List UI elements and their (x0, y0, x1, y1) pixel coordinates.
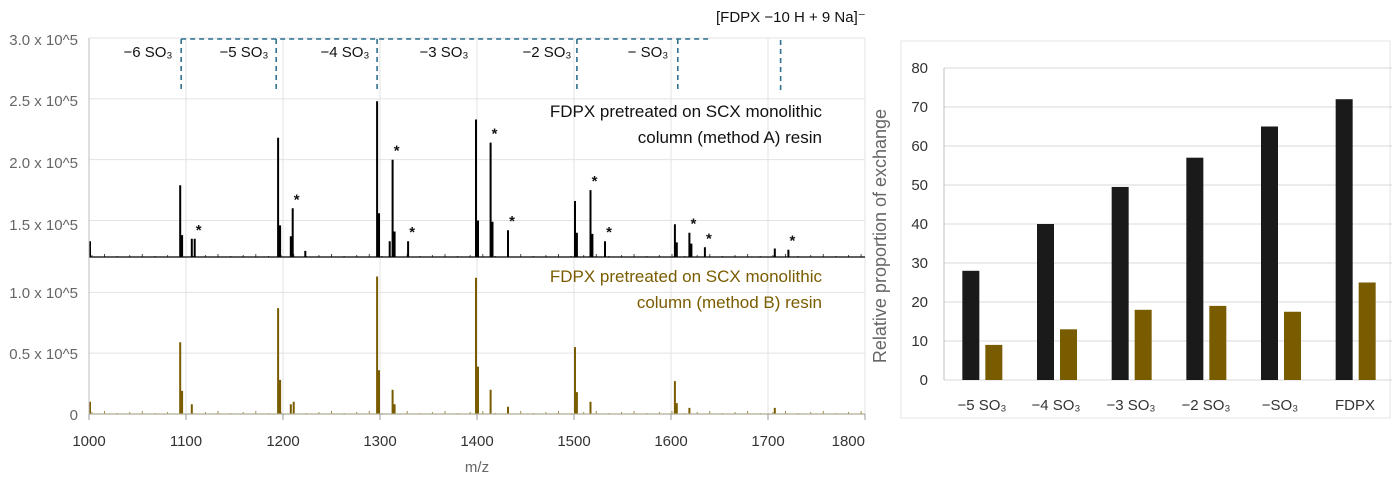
series-b-label-line2: column (method B) resin (637, 293, 822, 312)
y-tick-0-5e5: 0.5 x 10^5 (9, 346, 78, 363)
bar-chart-frame (900, 40, 1391, 419)
bar-chart-gridlines (943, 67, 1392, 381)
x-tick-1000: 1000 (72, 433, 105, 450)
bracket-label-so3: − SO₃ (628, 44, 669, 61)
bar-x-tick-fdpx: FDPX (1335, 397, 1375, 414)
bar-x-tick-3so3: −3 SO₃ (1106, 397, 1155, 414)
bar-dark-4 (1261, 126, 1278, 380)
x-tick-1400: 1400 (460, 433, 493, 450)
bracket-label-4so3: −4 SO₃ (320, 44, 369, 61)
bar-y-tick-60: 60 (911, 138, 928, 155)
x-axis-label: m/z (465, 459, 489, 476)
peak-star: * (606, 224, 612, 241)
peak-star: * (492, 126, 498, 143)
bar-y-axis-label: Relative proportion of exchange (870, 109, 890, 363)
y-tick-1-5e5: 1.5 x 10^5 (9, 217, 78, 234)
so3-loss-brackets (180, 38, 782, 92)
spectrum-trace-b-peaks (89, 276, 776, 414)
bar-dark-1 (1037, 224, 1054, 380)
bar-gold-0 (985, 344, 1003, 380)
bar-gold-2 (1134, 309, 1152, 380)
bar-y-tick-70: 70 (911, 99, 928, 116)
bar-y-tick-20: 20 (911, 294, 928, 311)
bar-dark-5 (1335, 99, 1353, 380)
bar-y-tick-80: 80 (911, 60, 928, 77)
bar-gold-4 (1284, 311, 1301, 380)
peak-star: * (196, 222, 202, 239)
peak-star: * (394, 143, 400, 160)
spectrum-axes (88, 38, 866, 420)
x-tick-1300: 1300 (363, 433, 396, 450)
bar-y-tick-40: 40 (911, 216, 928, 233)
peak-star: * (789, 233, 795, 250)
peak-star-markers: * * * * * * * * * * * (196, 126, 796, 250)
bar-y-tick-10: 10 (911, 333, 928, 350)
bar-x-tick-so3: −SO₃ (1262, 397, 1299, 414)
annotation-fdpx-ion: [FDPX −10 H + 9 Na]⁻ (716, 9, 866, 26)
series-a-label-line1: FDPX pretreated on SCX monolithic (550, 102, 823, 121)
series-a-label-line2: column (method A) resin (638, 128, 822, 147)
bar-dark-3 (1186, 157, 1204, 380)
bar-dark-2 (1111, 186, 1129, 380)
spectrum-series-method-a (89, 101, 865, 258)
y-tick-0: 0 (70, 407, 78, 424)
bracket-label-3so3: −3 SO₃ (419, 44, 468, 61)
exchange-bar-chart: 0 10 20 30 40 50 60 70 80 −5 SO₃ −4 SO₃ … (870, 40, 1392, 419)
peak-star: * (409, 224, 415, 241)
peak-star: * (691, 216, 697, 233)
bar-gold-1 (1060, 329, 1077, 380)
peak-star: * (509, 213, 515, 230)
bar-dark-0 (962, 270, 980, 380)
bracket-label-5so3: −5 SO₃ (219, 44, 268, 61)
bar-gold-5 (1358, 282, 1376, 380)
bar-gold-3 (1209, 305, 1227, 380)
y-tick-1-0e5: 1.0 x 10^5 (9, 285, 78, 302)
spectrum-trace-a-noise (91, 254, 862, 257)
x-tick-1800: 1800 (832, 433, 865, 450)
bar-y-tick-50: 50 (911, 177, 928, 194)
x-tick-1100: 1100 (170, 433, 202, 450)
bar-y-tick-30: 30 (911, 255, 928, 272)
bar-y-tick-0: 0 (920, 372, 928, 389)
peak-star: * (706, 230, 712, 247)
bar-x-tick-4so3: −4 SO₃ (1031, 397, 1080, 414)
y-tick-2-0e5: 2.0 x 10^5 (9, 155, 78, 172)
y-tick-2-5e5: 2.5 x 10^5 (9, 93, 78, 110)
bar-x-tick-2so3: −2 SO₃ (1181, 397, 1230, 414)
mass-spectrum-chart: * * * * * * * * * * * 1000 1100 1200 1300 1400 150… (9, 9, 865, 476)
x-tick-1200: 1200 (266, 433, 299, 450)
bracket-label-2so3: −2 SO₃ (522, 44, 571, 61)
spectrum-trace-a-peaks (89, 101, 790, 257)
peak-star: * (294, 191, 300, 208)
series-b-label-line1: FDPX pretreated on SCX monolithic (550, 267, 823, 286)
y-tick-3-0e5: 3.0 x 10^5 (9, 32, 78, 49)
x-tick-1500: 1500 (557, 433, 590, 450)
x-tick-1600: 1600 (654, 433, 687, 450)
bar-chart-bars (962, 99, 1376, 380)
peak-star: * (592, 173, 598, 190)
x-tick-1700: 1700 (751, 433, 784, 450)
bracket-label-6so3: −6 SO₃ (123, 44, 172, 61)
bar-x-tick-5so3: −5 SO₃ (957, 397, 1006, 414)
